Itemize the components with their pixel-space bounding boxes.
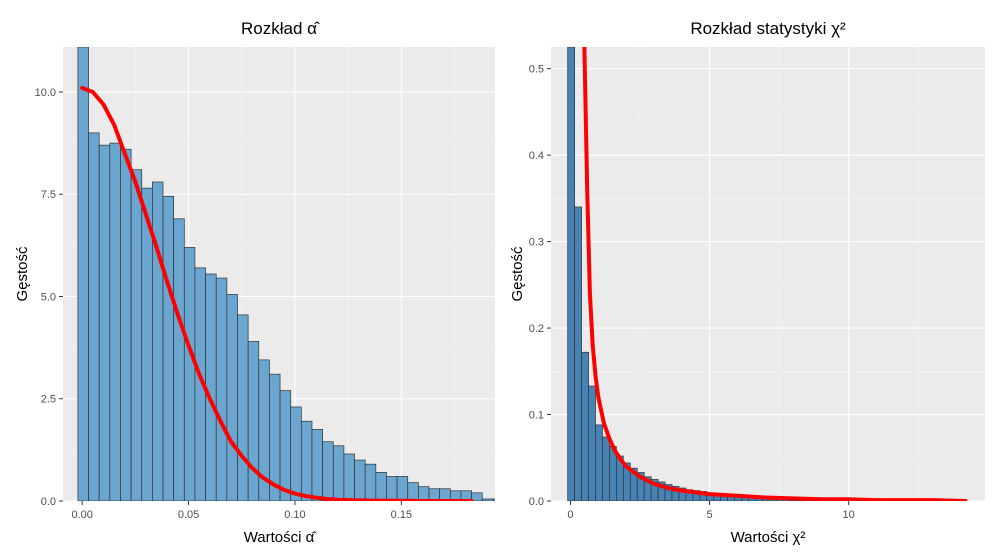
y-tick-label: 0.2 (529, 323, 544, 335)
histogram-bar (247, 341, 260, 501)
histogram-bar (77, 47, 89, 501)
histogram-bar (595, 424, 603, 501)
density-curve (80, 85, 474, 501)
histogram-bar (98, 144, 111, 501)
histogram-bar (152, 181, 164, 501)
y-axis-title: Gęstość (14, 246, 31, 302)
plot-background (551, 47, 985, 501)
histogram-bar (226, 294, 238, 501)
x-tick-label: 10 (843, 509, 855, 521)
histogram-bar (183, 247, 196, 501)
histogram-bar (602, 436, 610, 501)
histogram-bar (471, 492, 483, 501)
y-tick-label: 0.4 (529, 150, 544, 162)
y-tick-label: 7.5 (41, 189, 56, 201)
histogram-bar (492, 498, 495, 501)
histogram-bars (567, 47, 875, 501)
histogram-bar (130, 169, 143, 501)
histogram-bar (322, 441, 334, 501)
y-tick-label: 0.0 (41, 496, 56, 508)
histogram-bar (386, 476, 398, 501)
x-axis-title: Wartości α̂ (244, 529, 318, 546)
histogram-bar (205, 273, 217, 501)
y-tick-label: 10.0 (35, 87, 56, 99)
y-axis-title: Gęstość (509, 246, 526, 302)
histogram-bar (332, 445, 345, 501)
histogram-bar (588, 385, 596, 501)
x-axis-title: Wartości χ² (731, 529, 806, 546)
histogram-bar (567, 47, 575, 501)
chart-panel-2: 0.0 0.1 0.2 0.3 0.4 0.5 0 5 10 Rozkład statystyki… (509, 19, 985, 546)
histogram-bar (514, 500, 525, 501)
y-tick-label: 0.5 (529, 64, 544, 76)
histogram-bar (364, 463, 377, 501)
histogram-bar (481, 498, 494, 501)
histogram-bar (300, 420, 313, 501)
histogram-bar (237, 314, 249, 501)
histogram-bar (120, 148, 132, 501)
y-tick-label: 0.3 (529, 237, 544, 249)
y-tick-label: 5.0 (41, 291, 56, 303)
histogram-bar (290, 406, 302, 501)
x-tick-label: 5 (707, 509, 713, 521)
density-curve (582, 47, 968, 501)
y-tick-label: 0.0 (529, 496, 544, 508)
chart-panel-1: 0.0 2.5 5.0 7.5 10.0 0.00 0.05 0.10 0.15 Rozkład … (14, 19, 525, 546)
chart-title: Rozkład statystyki χ² (690, 19, 846, 38)
histogram-bar (215, 277, 228, 501)
y-tick-label: 0.1 (529, 410, 544, 422)
x-tick-label: 0.00 (71, 509, 92, 521)
y-tick-label: 2.5 (41, 394, 56, 406)
x-tick-label: 0 (567, 509, 573, 521)
x-tick-label: 0.05 (178, 509, 199, 521)
histogram-bar (407, 482, 419, 501)
histogram-bar (343, 453, 355, 501)
histogram-bars (77, 47, 525, 501)
histogram-bar (311, 429, 323, 501)
histogram-bar (574, 206, 582, 501)
histogram-bar (173, 218, 185, 501)
histogram-bar (88, 132, 100, 501)
histogram-bar (354, 459, 366, 501)
histogram-bar (504, 499, 515, 501)
histogram-bar (279, 390, 292, 501)
histogram-bar (109, 142, 121, 501)
x-tick-label: 0.10 (284, 509, 305, 521)
histogram-bar (162, 195, 175, 501)
chart-title: Rozkład α̂ (241, 19, 320, 38)
histogram-bar (581, 351, 589, 501)
x-tick-label: 0.15 (391, 509, 412, 521)
histogram-bar (375, 472, 387, 501)
histogram-bar (396, 476, 409, 501)
histogram-bar (418, 486, 430, 501)
